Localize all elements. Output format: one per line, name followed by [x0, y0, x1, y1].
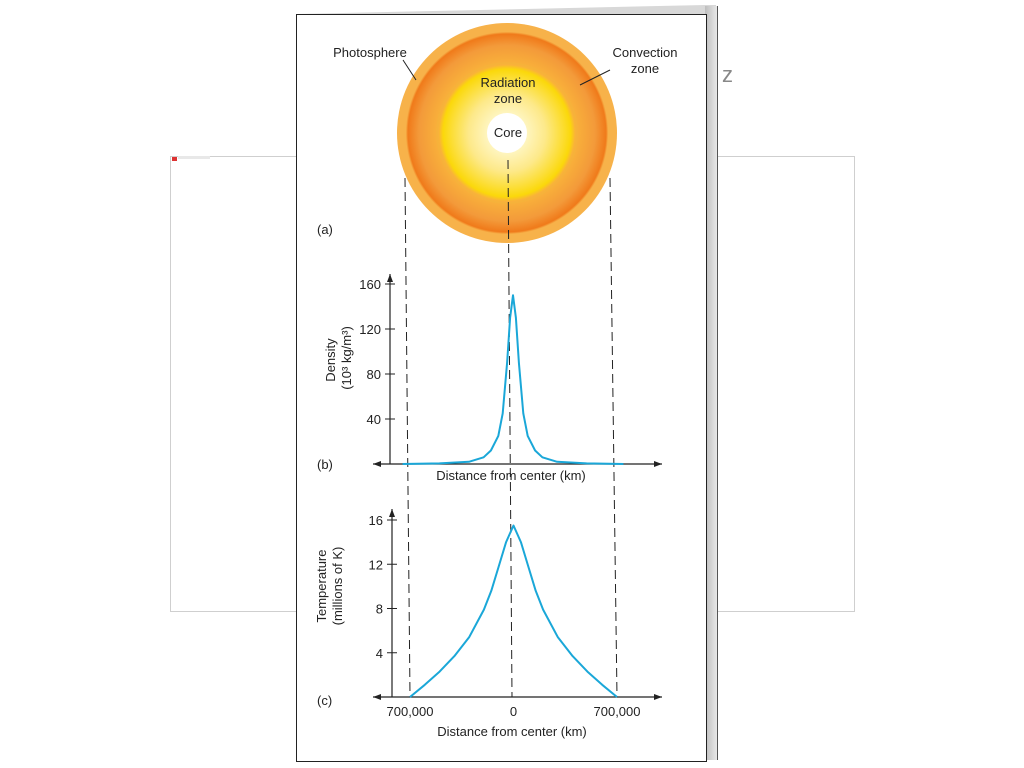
- temperature-y-arrow: [389, 509, 395, 517]
- core-label: Core: [494, 125, 522, 140]
- density-x-label: Distance from center (km): [436, 468, 586, 483]
- temperature-y-tick-label: 8: [376, 602, 383, 617]
- density-y-arrow: [387, 274, 393, 282]
- temperature-curve: [409, 524, 618, 698]
- density-y-tick-label: 40: [367, 412, 381, 427]
- density-y-tick-label: 120: [359, 322, 381, 337]
- temperature-chart: 4 8 12 16 700,000 0 700,000 Temperature (milli…: [314, 509, 662, 739]
- core-region: [487, 113, 527, 153]
- temperature-y-tick-label: 4: [376, 646, 383, 661]
- background-slide-frame-right: [716, 156, 855, 612]
- temperature-y-label-line2: (millions of K): [330, 547, 345, 626]
- temperature-x-tick-label: 700,000: [594, 704, 641, 719]
- density-x-arrow-left: [373, 461, 381, 467]
- panel-a-label: (a): [317, 222, 333, 237]
- density-curve: [402, 294, 624, 465]
- right-guide-line: [609, 177, 618, 698]
- density-chart: 40 80 120 160 Density (10³ kg/m³) Distance …: [323, 274, 662, 483]
- photosphere-label: Photosphere: [333, 45, 407, 60]
- convection-zone-label-line2: zone: [631, 61, 659, 76]
- density-y-label-line2: (10³ kg/m³): [339, 326, 354, 390]
- convection-leader: [579, 69, 611, 86]
- temperature-x-tick-label: 700,000: [387, 704, 434, 719]
- background-slide-caption: [178, 156, 210, 159]
- panel-b-label: (b): [317, 457, 333, 472]
- temperature-x-tick-label: 0: [510, 704, 517, 719]
- radiation-zone-label-line2: zone: [494, 91, 522, 106]
- left-guide-line: [404, 177, 411, 698]
- temperature-x-label: Distance from center (km): [437, 724, 587, 739]
- temperature-x-arrow-left: [373, 694, 381, 700]
- density-y-label-line1: Density: [323, 338, 338, 382]
- temperature-x-arrow-right: [654, 694, 662, 700]
- convection-zone-label-line1: Convection: [612, 45, 677, 60]
- figure-panel-side-edge: [705, 6, 718, 760]
- temperature-y-tick-label: 16: [369, 513, 383, 528]
- figure-panel-top-edge: [297, 5, 716, 14]
- density-y-tick-label: 80: [367, 367, 381, 382]
- background-glyph: z: [722, 62, 733, 87]
- temperature-y-tick-label: 12: [369, 557, 383, 572]
- density-y-tick-label: 160: [359, 277, 381, 292]
- radiation-zone-label-line1: Radiation: [481, 75, 536, 90]
- radiation-zone-boundary: [436, 62, 578, 204]
- background-slide-frame-left: [170, 156, 312, 612]
- background-slide-icon: [172, 157, 177, 161]
- density-x-arrow-right: [654, 461, 662, 467]
- photosphere-leader: [402, 59, 417, 81]
- center-guide-line: [507, 159, 513, 698]
- temperature-y-label-line1: Temperature: [314, 550, 329, 623]
- panel-c-label: (c): [317, 693, 332, 708]
